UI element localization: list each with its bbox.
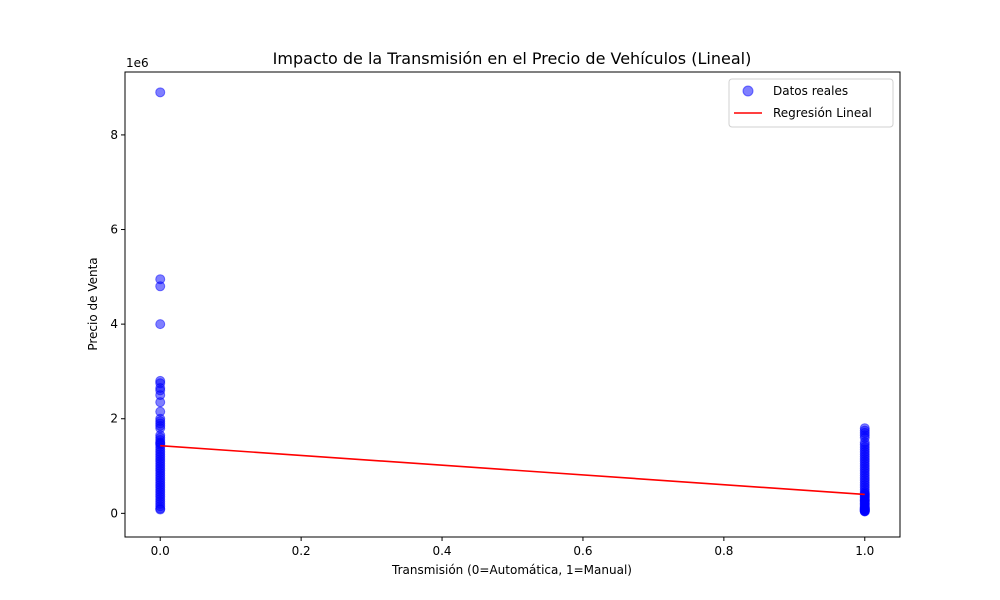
axes-frame	[124, 71, 901, 538]
y-axis-label: Precio de Venta	[86, 257, 100, 350]
legend: Datos reales Regresión Lineal	[728, 78, 894, 128]
data-point	[155, 87, 166, 98]
legend-label-regresion-lineal: Regresión Lineal	[773, 106, 872, 120]
x-axis-label: Transmisión (0=Automática, 1=Manual)	[391, 563, 632, 577]
legend-marker-datos-reales	[742, 85, 754, 97]
x-tick-label: 0.4	[432, 544, 451, 558]
data-point	[859, 506, 870, 517]
data-point	[155, 281, 166, 292]
y-scale-label: 1e6	[126, 56, 149, 70]
x-tick-label: 0.8	[714, 544, 733, 558]
y-tick-label: 0	[110, 506, 118, 520]
data-point	[155, 319, 166, 330]
x-axis-ticks: 0.0 0.2 0.4 0.6 0.8 1.0	[151, 537, 874, 558]
x-tick-label: 0.6	[573, 544, 592, 558]
y-tick-label: 6	[110, 223, 118, 237]
chart-title: Impacto de la Transmisión en el Precio d…	[273, 49, 752, 68]
legend-label-datos-reales: Datos reales	[773, 84, 848, 98]
x-tick-label: 1.0	[855, 544, 874, 558]
data-point	[155, 397, 166, 408]
plot-area	[124, 71, 901, 538]
data-point	[155, 504, 166, 515]
legend-box	[728, 78, 894, 128]
data-point	[859, 495, 870, 506]
y-axis-ticks: 0 2 4 6 8	[110, 128, 125, 520]
scatter-points	[155, 87, 870, 517]
y-tick-label: 8	[110, 128, 118, 142]
y-tick-label: 2	[110, 412, 118, 426]
y-tick-label: 4	[110, 317, 118, 331]
x-tick-label: 0.2	[292, 544, 311, 558]
x-tick-label: 0.0	[151, 544, 170, 558]
regression-line-layer	[160, 444, 865, 496]
regression-line	[160, 444, 865, 496]
